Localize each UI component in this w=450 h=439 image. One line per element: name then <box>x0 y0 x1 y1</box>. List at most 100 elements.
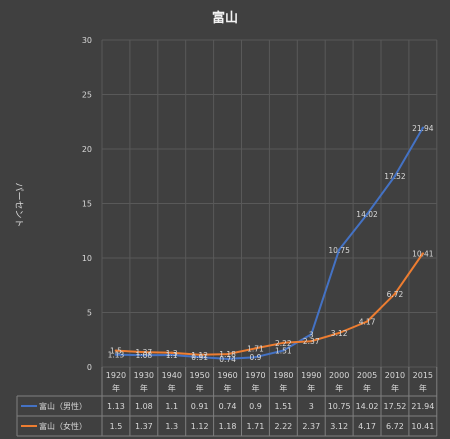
table-cell: 21.94 <box>411 402 434 411</box>
table-cell: 0.91 <box>191 402 209 411</box>
data-label: 10.75 <box>328 246 350 255</box>
table-cell: 1.51 <box>274 402 292 411</box>
data-point <box>198 355 201 359</box>
data-label: 1.71 <box>247 344 264 353</box>
data-label: 14.02 <box>356 210 378 219</box>
data-label: 0.9 <box>249 353 261 362</box>
data-point <box>310 339 313 343</box>
data-table: 1920 年 1930 年 1940 年 1950 年 1960 年 1970 年 1980 年 1990 年… <box>16 367 438 437</box>
x-tick-label-unit: 年 <box>279 383 287 393</box>
table-cell: 2.22 <box>274 422 292 431</box>
table-cell: 6.72 <box>386 422 404 431</box>
y-tick-label: 10 <box>82 254 92 263</box>
data-label: 1.12 <box>191 351 208 360</box>
y-tick-label: 30 <box>82 36 92 45</box>
table-cell: 1.5 <box>110 422 123 431</box>
data-point <box>393 292 397 295</box>
table-cell: 4.17 <box>358 422 376 431</box>
x-tick-label: 1920 <box>106 371 126 380</box>
x-tick-label: 2005 <box>357 371 377 380</box>
table-cell: 0.74 <box>219 402 237 411</box>
x-tick-label: 1930 <box>134 371 154 380</box>
data-point <box>226 352 229 356</box>
data-label: 2.37 <box>303 337 320 346</box>
table-cell: 1.37 <box>135 422 153 431</box>
gridlines <box>101 39 438 368</box>
x-tick-label-unit: 年 <box>168 383 176 393</box>
x-tick-label-unit: 年 <box>224 383 232 393</box>
data-label: 17.52 <box>384 172 406 181</box>
table-cell: 1.71 <box>247 422 265 431</box>
table-cell: 3.12 <box>330 422 348 431</box>
data-point <box>114 353 118 356</box>
table-cell: 17.52 <box>383 402 406 411</box>
data-label: 3 <box>309 330 314 339</box>
x-tick-label: 1950 <box>189 371 209 380</box>
data-point <box>421 252 425 255</box>
data-label: 1.13 <box>108 351 125 360</box>
table-cell: 1.3 <box>165 422 178 431</box>
data-label: 4.17 <box>359 318 376 327</box>
table-cell: 1.1 <box>165 402 178 411</box>
x-tick-label-unit: 年 <box>112 383 120 393</box>
data-point <box>198 353 201 356</box>
data-point <box>226 357 229 361</box>
x-tick-label: 2015 <box>413 371 433 380</box>
table-cell: 1.08 <box>135 402 153 411</box>
x-tick-label-unit: 年 <box>251 383 259 393</box>
data-label: 6.72 <box>387 290 404 299</box>
y-tick-label: 0 <box>87 363 92 372</box>
data-point <box>393 174 397 178</box>
x-tick-label-unit: 年 <box>196 383 204 393</box>
x-tick-label: 2000 <box>329 371 349 380</box>
data-label: 0.91 <box>191 353 208 362</box>
data-point <box>337 248 341 252</box>
x-tick-label-unit: 年 <box>307 383 315 393</box>
series-lines <box>114 126 425 361</box>
data-point <box>142 354 146 357</box>
data-label: 1.18 <box>219 350 236 359</box>
table-cell: 2.37 <box>302 422 320 431</box>
table-cell: 1.12 <box>191 422 209 431</box>
table-cell: 10.75 <box>328 402 351 411</box>
table-cell: 1.13 <box>107 402 125 411</box>
table-cell: 3 <box>309 402 314 411</box>
x-tick-label-unit: 年 <box>391 383 399 393</box>
x-tick-label: 1980 <box>273 371 293 380</box>
data-label: 1.1 <box>166 351 178 360</box>
x-tick-label: 1960 <box>217 371 237 380</box>
data-label: 1.08 <box>135 351 152 360</box>
x-tick-label: 2010 <box>385 371 405 380</box>
data-label: 10.41 <box>412 250 434 259</box>
series-line <box>115 126 424 360</box>
data-point <box>170 353 173 357</box>
data-point <box>282 349 285 352</box>
data-label: 0.74 <box>219 355 236 364</box>
y-tick-label: 25 <box>82 91 92 100</box>
table-cell: 1.18 <box>219 422 237 431</box>
y-axis-label: パーセント <box>13 182 24 227</box>
data-point <box>114 349 118 352</box>
data-label: 2.22 <box>275 339 292 348</box>
data-label: 3.12 <box>331 329 348 338</box>
data-point <box>254 347 257 350</box>
legend-entry: 富山（男性） <box>39 401 87 411</box>
data-point <box>282 341 285 345</box>
legend-entry: 富山（女性） <box>39 421 87 431</box>
data-label: 1.3 <box>166 349 178 358</box>
x-tick-label: 1940 <box>162 371 182 380</box>
x-tick-label-unit: 年 <box>140 383 148 393</box>
data-point <box>254 355 257 359</box>
data-point <box>310 333 313 336</box>
series-line <box>115 252 424 356</box>
data-point <box>365 212 369 216</box>
data-point <box>421 126 425 130</box>
x-tick-label-unit: 年 <box>335 383 343 393</box>
y-tick-label: 15 <box>82 200 92 209</box>
x-tick-label-unit: 年 <box>363 383 371 393</box>
chart-title: 富山 <box>212 10 238 26</box>
table-cell: 10.41 <box>411 422 434 431</box>
y-tick-label: 20 <box>82 145 92 154</box>
x-tick-label-unit: 年 <box>419 383 427 393</box>
